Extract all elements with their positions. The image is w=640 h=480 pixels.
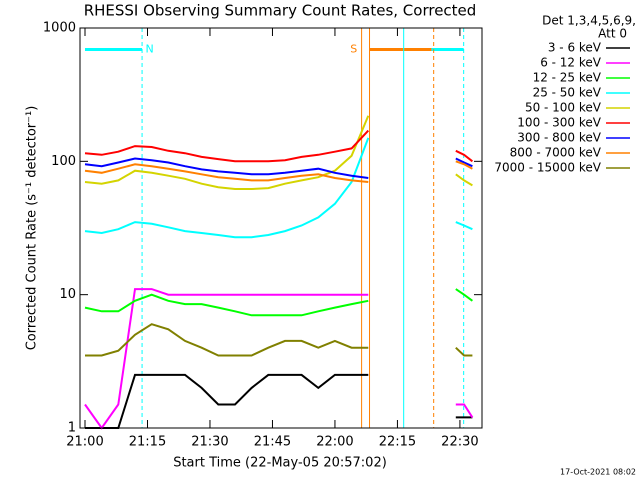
legend-label: 800 - 7000 keV [510,146,602,160]
legend-label: 100 - 300 keV [517,116,601,130]
legend-label: 7000 - 15000 keV [494,161,601,175]
x-tick-label: 22:00 [316,435,353,450]
series-line [84,160,473,183]
series-line [85,323,473,357]
legend-label: 300 - 800 keV [517,131,601,145]
x-tick-label: 21:00 [66,435,103,450]
annotation: S [350,42,357,55]
series-line [84,129,474,163]
chart-title: RHESSI Observing Summary Count Rates, Co… [84,2,477,20]
x-tick-label: 22:15 [379,435,416,450]
legend-label: 25 - 50 keV [533,86,602,100]
y-tick-label: 1 [68,421,76,436]
series-line [84,115,473,190]
annotation: N [145,42,153,55]
series-line [84,157,473,179]
legend-header: Att 0 [598,27,627,41]
legend-label: 3 - 6 keV [548,41,602,55]
series-line [84,288,473,317]
legend-label: 50 - 100 keV [525,101,602,115]
x-tick-label: 21:30 [191,435,228,450]
legend-label: 6 - 12 keV [540,56,602,70]
y-tick-label: 1000 [43,21,76,36]
legend-header: Det 1,3,4,5,6,9, [542,14,636,28]
x-axis-label: Start Time (22-May-05 20:57:02) [173,456,387,471]
y-tick-label: 100 [51,154,76,169]
series-line [84,137,473,239]
x-tick-label: 22:30 [441,435,478,450]
y-tick-label: 10 [59,287,76,302]
footer: 17-Oct-2021 08:02 [560,468,636,477]
series-line [85,373,473,429]
x-tick-label: 21:45 [254,435,291,450]
y-axis-label: Corrected Count Rate (s⁻¹ detector⁻¹) [25,106,40,351]
legend-label: 12 - 25 keV [533,71,602,85]
series-line [84,288,474,430]
x-tick-label: 21:15 [129,435,166,450]
plot-frame [79,27,483,429]
